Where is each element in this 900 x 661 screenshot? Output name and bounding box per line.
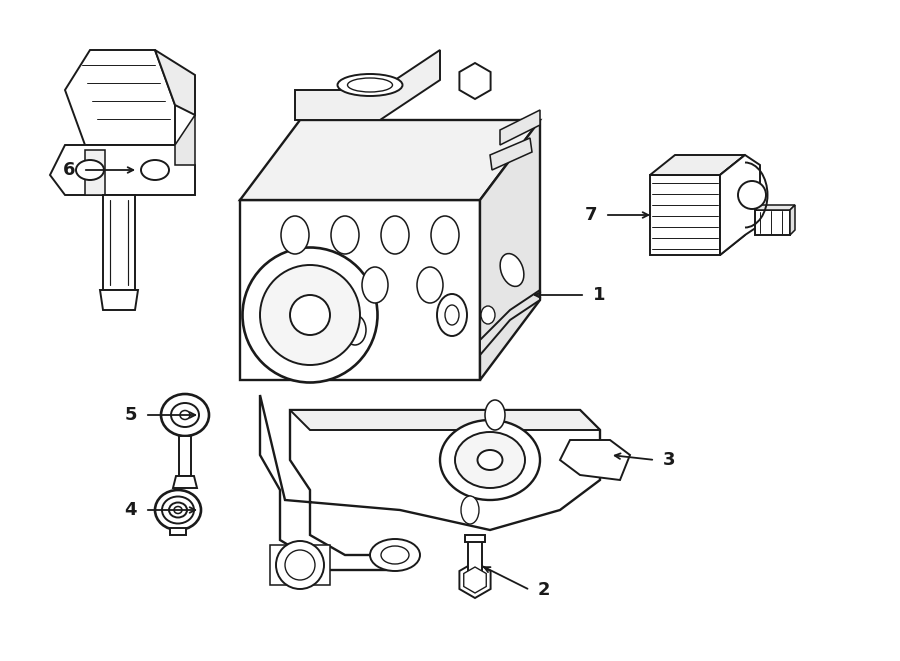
- Polygon shape: [464, 567, 486, 593]
- Ellipse shape: [417, 267, 443, 303]
- Polygon shape: [170, 528, 186, 535]
- Ellipse shape: [169, 502, 187, 518]
- Polygon shape: [100, 290, 138, 310]
- Polygon shape: [270, 545, 330, 585]
- Polygon shape: [295, 50, 440, 120]
- Ellipse shape: [347, 78, 392, 92]
- Polygon shape: [720, 155, 760, 255]
- Text: 5: 5: [124, 406, 137, 424]
- Polygon shape: [650, 155, 745, 175]
- Text: 4: 4: [124, 501, 137, 519]
- Text: 2: 2: [538, 581, 551, 599]
- Polygon shape: [480, 120, 540, 380]
- Polygon shape: [490, 138, 532, 170]
- Ellipse shape: [171, 403, 199, 427]
- Ellipse shape: [381, 546, 409, 564]
- Ellipse shape: [445, 305, 459, 325]
- Ellipse shape: [370, 539, 420, 571]
- Polygon shape: [175, 115, 195, 165]
- Ellipse shape: [431, 216, 459, 254]
- Polygon shape: [85, 150, 105, 195]
- Ellipse shape: [155, 490, 201, 530]
- Ellipse shape: [307, 267, 333, 303]
- Text: 1: 1: [593, 286, 606, 304]
- Polygon shape: [720, 155, 745, 255]
- Polygon shape: [755, 210, 790, 235]
- Polygon shape: [459, 63, 490, 99]
- Ellipse shape: [141, 160, 169, 180]
- Ellipse shape: [338, 74, 402, 96]
- Polygon shape: [240, 200, 480, 380]
- Polygon shape: [173, 476, 197, 488]
- Ellipse shape: [455, 432, 525, 488]
- Ellipse shape: [485, 400, 505, 430]
- Polygon shape: [465, 535, 485, 542]
- Polygon shape: [560, 440, 630, 480]
- Ellipse shape: [738, 181, 766, 209]
- Ellipse shape: [362, 267, 388, 303]
- Polygon shape: [260, 395, 600, 570]
- Ellipse shape: [500, 254, 524, 286]
- Polygon shape: [755, 205, 795, 210]
- Ellipse shape: [290, 295, 330, 335]
- Ellipse shape: [481, 306, 495, 324]
- Ellipse shape: [381, 216, 409, 254]
- Text: 6: 6: [62, 161, 75, 179]
- Ellipse shape: [281, 216, 309, 254]
- Ellipse shape: [276, 541, 324, 589]
- Ellipse shape: [242, 247, 377, 383]
- Polygon shape: [790, 205, 795, 235]
- Text: 7: 7: [584, 206, 597, 224]
- Polygon shape: [650, 175, 720, 255]
- Polygon shape: [240, 120, 540, 200]
- Polygon shape: [459, 562, 490, 598]
- Polygon shape: [500, 110, 540, 145]
- Polygon shape: [103, 195, 135, 290]
- Ellipse shape: [174, 506, 182, 514]
- Ellipse shape: [344, 315, 366, 345]
- Polygon shape: [155, 50, 195, 115]
- Ellipse shape: [161, 394, 209, 436]
- Ellipse shape: [285, 550, 315, 580]
- Ellipse shape: [260, 265, 360, 365]
- Ellipse shape: [76, 160, 104, 180]
- Polygon shape: [179, 436, 191, 476]
- Polygon shape: [468, 540, 482, 580]
- Ellipse shape: [162, 496, 194, 524]
- Ellipse shape: [331, 216, 359, 254]
- Ellipse shape: [461, 496, 479, 524]
- Polygon shape: [65, 50, 175, 145]
- Ellipse shape: [180, 410, 190, 420]
- Ellipse shape: [440, 420, 540, 500]
- Text: 3: 3: [663, 451, 676, 469]
- Polygon shape: [480, 290, 540, 355]
- Polygon shape: [290, 410, 600, 430]
- Polygon shape: [50, 145, 195, 195]
- Ellipse shape: [437, 294, 467, 336]
- Ellipse shape: [478, 450, 502, 470]
